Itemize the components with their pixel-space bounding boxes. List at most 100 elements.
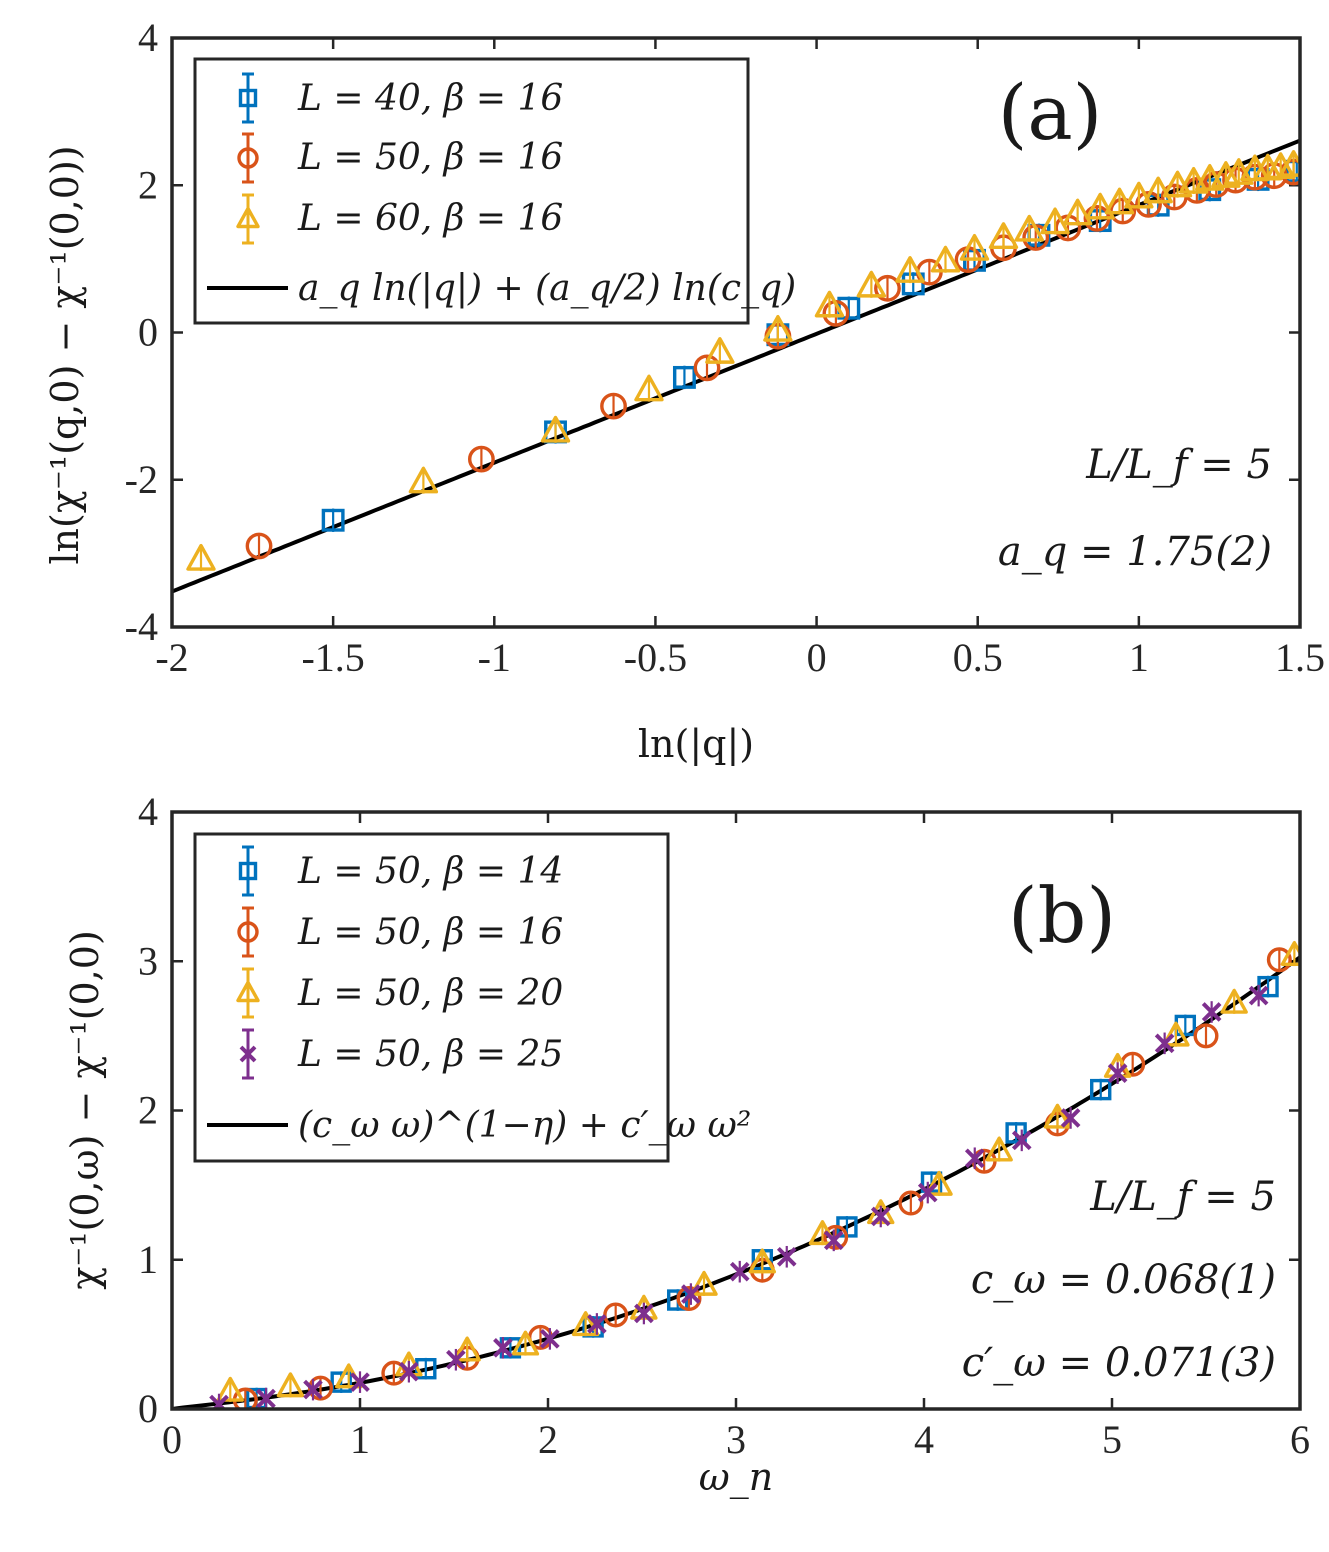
data-point-triangle [1124, 181, 1154, 209]
data-point-triangle [988, 222, 1019, 250]
panel-b-legend-entry-3: L = 50, β = 20 [297, 973, 563, 1014]
data-point-circle [1266, 947, 1292, 973]
data-point-circle [467, 445, 495, 473]
data-point-square [321, 508, 345, 532]
legend-marker-square [238, 88, 258, 108]
x-tick-label: -1 [478, 635, 511, 680]
panel-a-xlabel: ln(|q|) [638, 722, 754, 766]
data-point-triangle [856, 270, 887, 298]
data-point-triangle [1104, 187, 1135, 215]
panel-a-legend-entry-fit: a_q ln(|q|) + (a_q/2) ln(c_q) [298, 268, 796, 309]
data-point-cross [256, 1387, 276, 1409]
x-tick-label: 0 [807, 635, 827, 680]
data-point-square [1090, 1078, 1112, 1101]
data-point-triangle [1062, 198, 1093, 226]
panel-a-legend-entry-2: L = 50, β = 16 [297, 137, 563, 178]
data-point-cross [493, 1337, 513, 1359]
data-point-triangle [634, 374, 664, 402]
panel-b-legend-swatches [236, 845, 260, 1080]
data-point-cross [776, 1245, 797, 1268]
x-tick-label: 1 [1129, 635, 1149, 680]
data-point-cross [587, 1313, 607, 1335]
panel-a-annotation-aq: a_q = 1.75(2) [998, 529, 1272, 575]
y-tick-label: 0 [138, 1386, 158, 1431]
panel-a-ylabel: ln(χ⁻¹(q,0) − χ⁻¹(0,0)) [43, 145, 87, 564]
data-point-circle [874, 274, 901, 302]
data-point-triangle [408, 466, 439, 494]
panel-b-legend-entry-2: L = 50, β = 16 [297, 912, 563, 953]
data-point-cross [870, 1205, 891, 1228]
legend-marker-square [238, 861, 258, 881]
data-point-triangle [705, 337, 735, 365]
y-tick-label: 1 [138, 1237, 158, 1282]
data-point-triangle [925, 1170, 953, 1196]
y-tick-label: -4 [125, 604, 158, 649]
x-tick-label: 2 [538, 1417, 558, 1462]
panel-a-axes-box [170, 36, 1302, 629]
panel-b-annotation-cw: c_ω = 0.068(1) [971, 1257, 1276, 1303]
x-tick-label: 0.5 [953, 635, 1003, 680]
y-tick-label: 0 [138, 310, 158, 355]
panel-b-annotation-cw2: c′_ω = 0.071(3) [962, 1340, 1276, 1386]
panel-b-legend-entry-fit: (c_ω ω)^(1−η) + c′_ω ω² [298, 1105, 751, 1146]
data-point-triangle [1220, 988, 1248, 1014]
panel-b-legend-box [193, 832, 670, 1163]
x-tick-label: 6 [1290, 1417, 1310, 1462]
data-point-cross [1248, 984, 1269, 1007]
data-point-triangle [690, 1270, 718, 1296]
data-point-triangle [276, 1372, 305, 1398]
data-point-triangle [511, 1330, 540, 1356]
legend-marker-cross [239, 1045, 257, 1063]
x-tick-label: -0.5 [624, 635, 687, 680]
data-point-square [330, 1371, 352, 1393]
data-point-cross [350, 1371, 370, 1393]
data-point-triangle [814, 290, 845, 318]
panel-b-annotation-ratio: L/L_f = 5 [1089, 1174, 1276, 1220]
data-point-triangle [1014, 214, 1044, 242]
panel-b: 0 1 2 3 4 5 6 0 1 2 3 4 ω_n χ⁻¹(0,ω) − χ⁻¹(0,0) (b)… [63, 789, 1310, 1500]
data-point-circle [1193, 1023, 1219, 1049]
data-point-square [672, 365, 696, 390]
panel-b-markers [209, 940, 1300, 1409]
legend-marker-triangle [236, 206, 260, 229]
data-point-triangle [1280, 940, 1300, 967]
data-point-cross [729, 1260, 750, 1283]
legend-marker-circle [237, 921, 259, 943]
y-tick-label: 4 [138, 15, 158, 60]
y-tick-label: 2 [138, 162, 158, 207]
data-point-triangle [186, 543, 216, 571]
panel-a-legend-entry-3: L = 60, β = 16 [297, 198, 563, 239]
y-tick-label: -2 [125, 457, 158, 502]
x-tick-label: -1.5 [301, 635, 364, 680]
data-point-circle [600, 392, 627, 420]
data-point-cross [917, 1181, 938, 1204]
panel-b-legend-entry-1: L = 50, β = 14 [297, 851, 563, 892]
y-tick-label: 3 [138, 938, 158, 983]
data-point-cross [1011, 1129, 1032, 1152]
data-point-cross [446, 1348, 466, 1371]
data-point-triangle [1162, 1021, 1190, 1047]
x-tick-label: 0 [162, 1417, 182, 1462]
panel-b-legend: L = 50, β = 14 L = 50, β = 16 L = 50, β … [193, 832, 751, 1163]
x-tick-label: 1 [350, 1417, 370, 1462]
data-point-triangle [1040, 207, 1070, 235]
data-point-cross [1154, 1032, 1175, 1055]
y-tick-label: 4 [138, 789, 158, 834]
data-point-triangle [895, 256, 925, 284]
x-tick-label: 5 [1102, 1417, 1122, 1462]
panel-a-legend-entry-1: L = 40, β = 16 [297, 78, 563, 119]
data-point-triangle [985, 1136, 1013, 1162]
panel-a-legend-swatches [236, 72, 260, 245]
data-point-cross [1107, 1062, 1128, 1084]
data-point-cross [540, 1328, 560, 1350]
legend-marker-triangle [236, 980, 260, 1003]
panel-b-ylabel: χ⁻¹(0,ω) − χ⁻¹(0,0) [63, 930, 107, 1290]
panel-b-axes-box [170, 810, 1302, 1411]
panel-a-legend-box [193, 57, 750, 325]
data-point-triangle [959, 233, 990, 262]
data-point-circle [245, 532, 273, 560]
panel-a-markers [186, 150, 1300, 571]
